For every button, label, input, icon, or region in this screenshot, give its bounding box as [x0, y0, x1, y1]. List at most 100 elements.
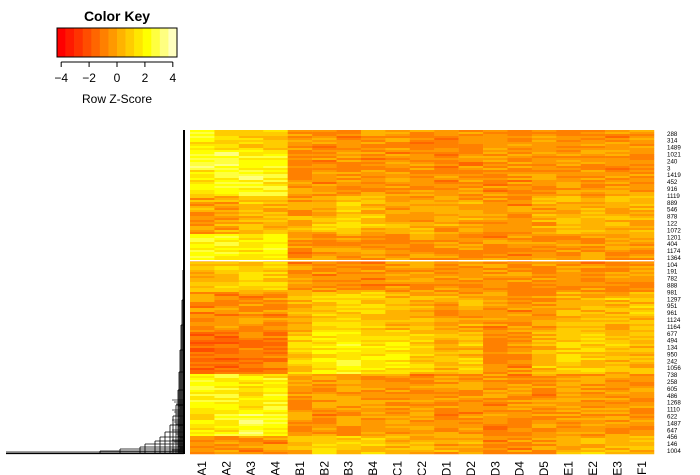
heatmap-cell — [629, 236, 655, 239]
heatmap-cell — [531, 440, 557, 443]
heatmap-cell — [336, 412, 362, 415]
heatmap-cell — [434, 250, 459, 253]
heatmap-cell — [531, 328, 557, 331]
heatmap-cell — [605, 416, 630, 419]
heatmap-cell — [312, 404, 337, 407]
heatmap-cell — [458, 280, 484, 283]
heatmap-cell — [507, 414, 533, 417]
heatmap-cell — [580, 246, 606, 249]
heatmap-cell — [605, 344, 630, 347]
heatmap-cell — [287, 358, 313, 361]
heatmap-cell — [360, 324, 386, 327]
heatmap-cell — [336, 418, 362, 421]
heatmap-cell — [385, 130, 411, 133]
heatmap-cell — [458, 404, 484, 407]
heatmap-cell — [190, 412, 215, 415]
heatmap-cell — [385, 266, 411, 269]
heatmap-cell — [312, 152, 337, 155]
heatmap-cell — [556, 394, 581, 397]
heatmap-cell — [629, 394, 655, 397]
heatmap-cell — [238, 244, 264, 247]
heatmap-cell — [263, 388, 288, 391]
heatmap-cell — [458, 134, 484, 137]
heatmap-cell — [409, 236, 435, 239]
heatmap-cell — [263, 246, 288, 249]
heatmap-cell — [287, 228, 313, 231]
heatmap-cell — [580, 232, 606, 235]
heatmap-cell — [556, 236, 581, 239]
heatmap-cell — [214, 148, 240, 151]
heatmap-cell — [409, 214, 435, 217]
heatmap-cell — [360, 312, 386, 315]
heatmap-cell — [434, 146, 459, 149]
heatmap-cell — [214, 224, 240, 227]
heatmap-cell — [360, 392, 386, 395]
heatmap-cell — [336, 308, 362, 311]
heatmap-cell — [434, 284, 459, 287]
heatmap-cell — [263, 398, 288, 401]
heatmap-cell — [409, 184, 435, 187]
heatmap-cell — [605, 352, 630, 355]
heatmap-cell — [556, 206, 581, 209]
heatmap-cell — [556, 158, 581, 161]
heatmap-cell — [263, 396, 288, 399]
heatmap-cell — [263, 360, 288, 363]
heatmap-cell — [385, 198, 411, 201]
heatmap-cell — [531, 304, 557, 307]
heatmap-cell — [214, 282, 240, 285]
heatmap-cell — [238, 130, 264, 133]
heatmap-cell — [580, 432, 606, 435]
heatmap-cell — [287, 286, 313, 289]
heatmap-cell — [287, 298, 313, 301]
heatmap-cell — [580, 176, 606, 179]
heatmap-cell — [385, 372, 411, 375]
heatmap-cell — [360, 448, 386, 451]
heatmap-cell — [238, 388, 264, 391]
heatmap-cell — [287, 354, 313, 357]
heatmap-cell — [263, 132, 288, 135]
heatmap-cell — [409, 452, 435, 455]
heatmap-cell — [238, 312, 264, 315]
heatmap-cell — [434, 350, 459, 353]
heatmap-cell — [531, 238, 557, 241]
heatmap-cell — [190, 266, 215, 269]
heatmap-cell — [263, 404, 288, 407]
heatmap-cell — [238, 132, 264, 135]
heatmap-cell — [263, 312, 288, 315]
heatmap-cell — [336, 166, 362, 169]
heatmap-cell — [287, 376, 313, 379]
heatmap-cell — [507, 290, 533, 293]
heatmap-cell — [360, 380, 386, 383]
heatmap-cell — [385, 184, 411, 187]
heatmap-cell — [360, 284, 386, 287]
heatmap-cell — [263, 452, 288, 455]
heatmap-cell — [336, 420, 362, 423]
heatmap-cell — [629, 148, 655, 151]
heatmap-cell — [238, 358, 264, 361]
heatmap-cell — [409, 142, 435, 145]
heatmap-cell — [287, 444, 313, 447]
heatmap-cell — [190, 360, 215, 363]
heatmap-cell — [580, 212, 606, 215]
heatmap-cell — [605, 272, 630, 275]
heatmap-cell — [312, 184, 337, 187]
heatmap-cell — [312, 172, 337, 175]
heatmap-cell — [312, 300, 337, 303]
heatmap-cell — [190, 214, 215, 217]
heatmap-cell — [434, 268, 459, 271]
heatmap-cell — [507, 412, 533, 415]
color-key-tick-label: −2 — [82, 71, 96, 85]
heatmap-cell — [336, 246, 362, 249]
heatmap-cell — [312, 432, 337, 435]
heatmap-cell — [385, 298, 411, 301]
heatmap-cell — [238, 302, 264, 305]
heatmap-cell — [409, 436, 435, 439]
heatmap-cell — [238, 252, 264, 255]
heatmap-cell — [409, 402, 435, 405]
heatmap-cell — [605, 400, 630, 403]
heatmap-cell — [409, 364, 435, 367]
heatmap-cell — [409, 198, 435, 201]
color-key-bin — [91, 28, 101, 57]
heatmap-cell — [287, 214, 313, 217]
heatmap-cell — [483, 304, 508, 307]
